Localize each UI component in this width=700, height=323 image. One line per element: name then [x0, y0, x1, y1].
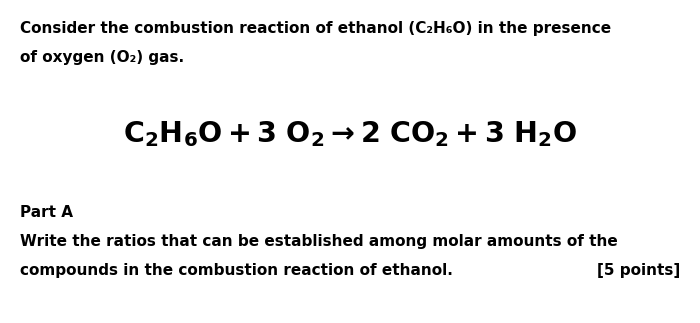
- Text: [5 points]: [5 points]: [597, 263, 680, 278]
- Text: compounds in the combustion reaction of ethanol.: compounds in the combustion reaction of …: [20, 263, 452, 278]
- Text: Part A: Part A: [20, 205, 73, 220]
- Text: of oxygen (O₂) gas.: of oxygen (O₂) gas.: [20, 50, 183, 65]
- Text: Write the ratios that can be established among molar amounts of the: Write the ratios that can be established…: [20, 234, 617, 249]
- Text: Consider the combustion reaction of ethanol (C₂H₆O) in the presence: Consider the combustion reaction of etha…: [20, 21, 610, 36]
- Text: $\mathbf{C_2H_6O + 3\ O_2 \rightarrow 2\ CO_2 + 3\ H_2O}$: $\mathbf{C_2H_6O + 3\ O_2 \rightarrow 2\…: [123, 119, 577, 149]
